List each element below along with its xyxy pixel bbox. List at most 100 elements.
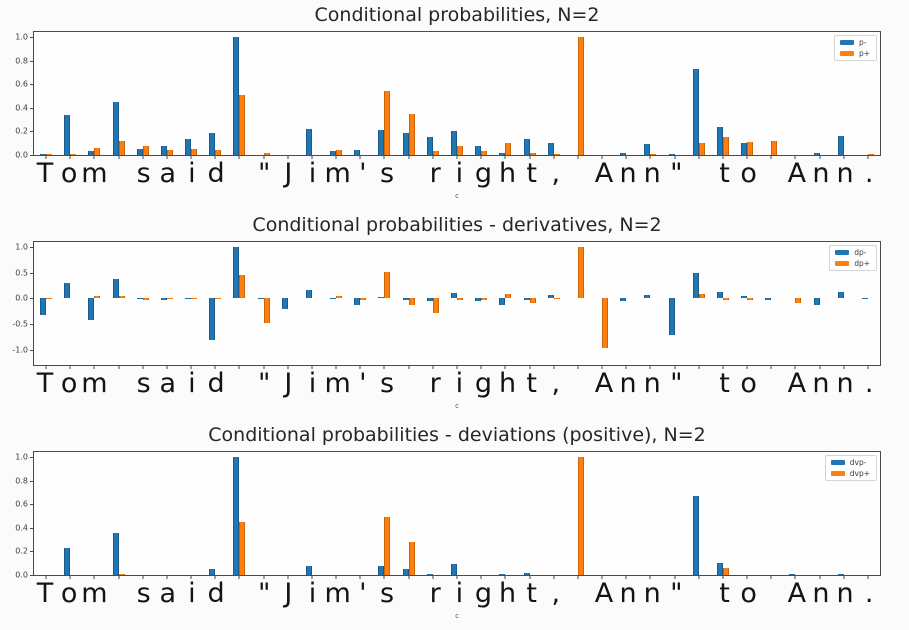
legend-row: dvp- [830,458,870,467]
bar-dp+-7 [215,298,222,300]
bar-dp+-2 [94,296,101,299]
y-tick [30,575,34,576]
x-category-label: " [670,367,683,399]
x-category-label: m [324,577,351,609]
bar-p+-5 [166,150,173,155]
bar-p+-4 [142,145,149,155]
x-category-label [399,370,423,397]
bar-dp--9 [257,298,264,300]
y-tick-label: 1.0 [15,242,28,252]
legend: dvp-dvp+ [824,455,877,481]
bar-dp+-9 [263,298,270,323]
legend-label: dvp+ [849,468,870,478]
x-tick [214,575,216,579]
x-category-label: A [594,577,614,609]
legend-label: dvp- [849,458,867,467]
x-tick [166,575,168,579]
bar-dp--16 [426,298,433,301]
x-category-label: o [60,157,78,189]
bar-dvp--31 [789,573,796,575]
chart-title: Conditional probabilities - deviations (… [208,424,706,446]
x-tick [335,575,337,579]
x-category-label: h [498,157,517,189]
x-category-label: n [812,157,830,189]
y-tick-label: -0.5 [12,319,28,329]
chart-title: Conditional probabilities - derivatives,… [252,214,662,236]
x-category-label: h [498,577,517,609]
bar-dp+-0 [46,298,53,300]
x-tick [190,575,192,579]
x-tick [408,365,410,369]
y-tick [30,349,34,351]
x-tick [311,365,313,369]
x-tick [238,365,240,369]
x-category-label: t [526,367,537,399]
y-tick-label: 0.0 [15,150,28,160]
legend: dp-dp+ [829,245,877,271]
x-tick [408,155,410,159]
legend-swatch-dvp+ [830,470,845,476]
x-tick [553,365,555,369]
x-tick [408,575,410,579]
x-tick [867,575,869,579]
x-tick [480,575,482,579]
bar-p--20 [523,138,530,155]
x-category-label: i [188,157,196,189]
x-category-label: s [136,157,151,189]
x-tick [118,365,120,369]
x-tick [649,365,651,369]
bar-dp+-5 [166,298,173,300]
x-tick [383,575,385,579]
x-tick [553,155,555,159]
bar-p--7 [209,132,216,155]
bar-p--24 [620,152,627,155]
bar-p+-18 [481,151,488,155]
bar-p+-17 [457,145,463,155]
bar-dvp--14 [378,565,385,575]
x-category-label: n [619,157,637,189]
x-tick [359,575,361,579]
x-tick [649,575,651,579]
y-tick [30,60,34,62]
bar-p+-21 [553,153,560,155]
bar-dp--4 [136,298,143,300]
x-category-label: i [455,157,464,189]
legend-row: dp- [835,249,870,257]
x-category-label: n [619,577,637,609]
x-category-label: d [207,577,225,609]
bar-dp--19 [499,298,506,306]
bar-dp+-31 [795,298,802,304]
y-tick-label: 0.4 [15,523,28,533]
y-tick-label: 0.6 [15,499,28,509]
x-tick [142,155,144,159]
x-tick [722,365,724,369]
x-category-label: , [551,577,561,609]
x-category-label: T [36,577,54,609]
bar-dp--26 [668,298,675,336]
x-category-label: a [159,367,177,399]
y-tick-label: 0.0 [15,570,28,580]
bar-dp--25 [644,295,651,299]
legend-row: p+ [839,49,870,58]
bar-p--21 [547,143,554,155]
x-tick [45,365,47,369]
x-tick [843,575,845,579]
x-category-label: s [379,577,395,609]
x-category-label: " [670,577,683,609]
x-tick [746,575,748,579]
x-category-label: t [719,577,730,609]
bar-p--16 [426,137,433,155]
x-axis-label: c [455,192,459,200]
bar-dvp--19 [499,573,506,575]
x-tick [45,575,47,579]
x-category-label [228,370,252,397]
x-tick [770,365,772,369]
bar-p--14 [378,130,385,155]
x-category-label [108,160,132,187]
y-tick-label: 0.0 [15,293,28,303]
bar-dvp--7 [209,569,216,575]
x-category-label: g [474,367,492,399]
x-category-label: m [81,157,108,189]
bar-dp--34 [861,298,868,300]
x-category-label: t [719,367,730,399]
